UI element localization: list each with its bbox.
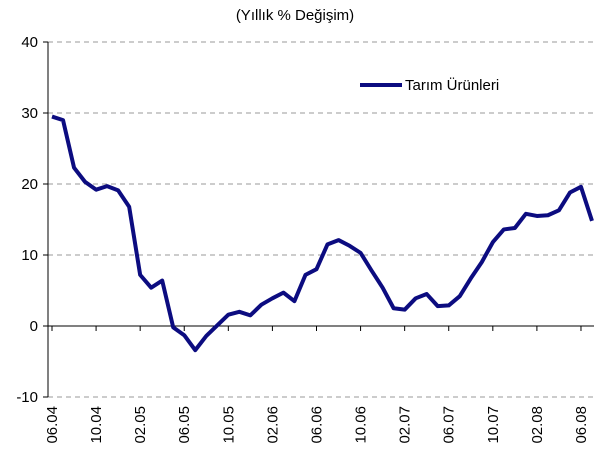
data-line (51, 114, 594, 353)
y-tick-label: 30 (21, 105, 38, 122)
x-tick-label: 06.08 (573, 406, 590, 444)
x-tick-label: 10.05 (220, 406, 237, 444)
x-tick-label: 02.07 (397, 406, 414, 444)
x-tick-label: 02.08 (529, 406, 546, 444)
x-tick-label: 06.06 (308, 406, 325, 444)
x-tick-label: 10.07 (485, 406, 502, 444)
x-tick-label: 02.05 (132, 406, 149, 444)
x-tick-label: 06.05 (176, 406, 193, 444)
y-tick-label: 20 (21, 176, 38, 193)
x-tick-label: 10.04 (88, 406, 105, 444)
y-tick-label: 10 (21, 247, 38, 264)
x-tick-label: 06.04 (44, 406, 61, 444)
legend-label: Tarım Ürünleri (405, 76, 499, 94)
y-tick-label: 0 (30, 318, 38, 335)
x-tick-label: 06.07 (441, 406, 458, 444)
chart-title: (Yıllık % Değişim) (236, 7, 354, 24)
y-tick-label: 40 (21, 34, 38, 51)
x-tick-label: 02.06 (264, 406, 281, 444)
y-tick-label: -10 (16, 389, 38, 406)
x-tick-label: 10.06 (353, 406, 370, 444)
